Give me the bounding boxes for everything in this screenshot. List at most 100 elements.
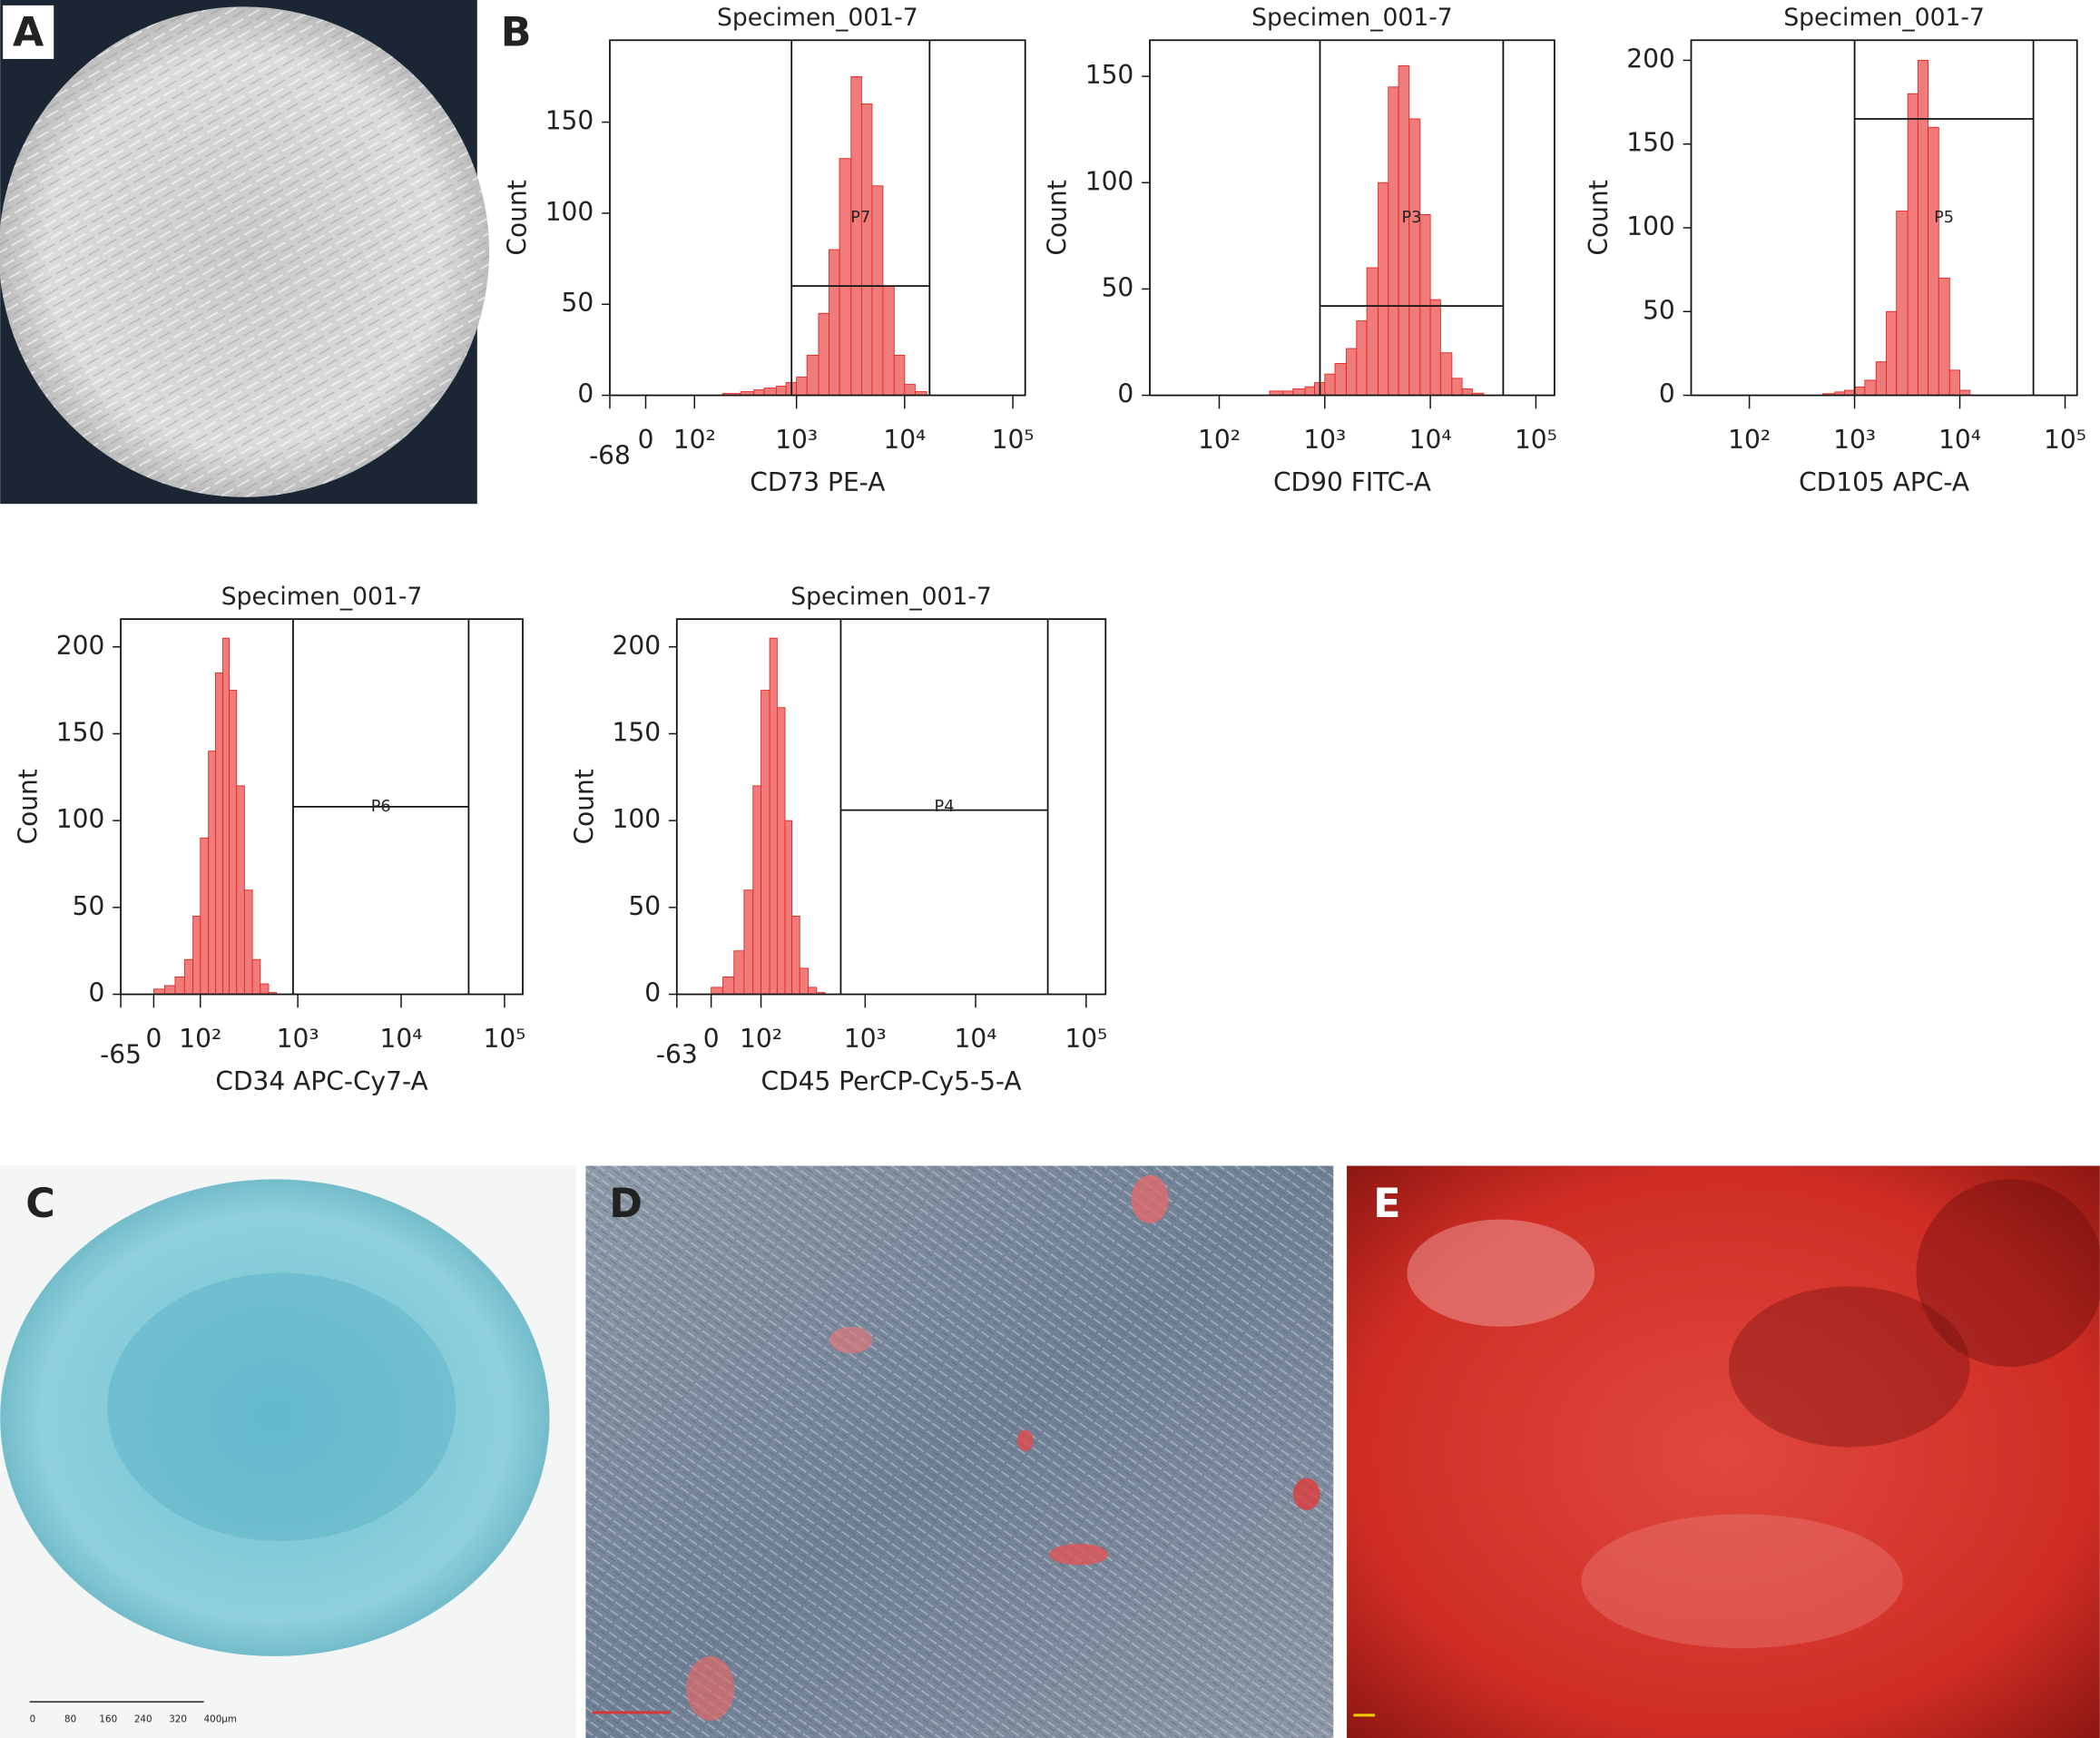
- y-tick-label: 0: [88, 978, 104, 1008]
- y-tick-label: 150: [613, 717, 662, 747]
- histogram-bar: [839, 158, 852, 397]
- chart-title: Specimen_001-7: [221, 583, 423, 611]
- x-tick-label: -68: [589, 440, 631, 470]
- y-tick-label: 150: [1085, 60, 1134, 90]
- scale-bar-label: 240: [134, 1713, 152, 1724]
- y-tick-label: 200: [1626, 44, 1675, 74]
- histogram-bar: [799, 967, 809, 995]
- x-tick-label: 0: [638, 425, 654, 455]
- y-axis-label: Count: [569, 769, 599, 844]
- histogram-bar: [208, 751, 216, 995]
- histogram-bar: [1366, 267, 1379, 397]
- y-tick-label: 200: [613, 631, 662, 661]
- plot-frame: [609, 39, 1026, 397]
- x-tick-label: 10³: [844, 1024, 887, 1054]
- x-tick-label: 10²: [1728, 425, 1771, 455]
- histogram-bar: [1896, 211, 1909, 397]
- histogram-chart: Specimen_001-7 CD73 PE-A Count 0 50 100 150 -68…: [503, 4, 1035, 497]
- histogram-bar: [222, 637, 231, 995]
- y-tick-label: 50: [562, 288, 594, 318]
- x-tick-label: 10²: [673, 425, 716, 455]
- y-axis-label: Count: [503, 180, 533, 255]
- histogram-bar: [882, 285, 895, 397]
- panel-e: E: [1347, 1165, 2100, 1738]
- histogram-bar: [1461, 388, 1473, 397]
- chart-title: Specimen_001-7: [1251, 4, 1453, 32]
- histogram-bar: [829, 249, 840, 397]
- histogram-bar: [164, 985, 176, 995]
- panel-label: B: [501, 9, 532, 55]
- histogram-bar: [808, 987, 818, 995]
- histogram-bar: [763, 388, 777, 397]
- histogram-bar: [215, 673, 223, 995]
- y-tick-label: 50: [1102, 272, 1134, 302]
- y-tick-label: 150: [1626, 128, 1675, 158]
- panel-label: C: [25, 1181, 55, 1227]
- panel-label: E: [1373, 1181, 1400, 1227]
- micrograph-c-core: [107, 1272, 456, 1541]
- lipid-droplet: [1049, 1543, 1109, 1566]
- x-tick-label: 10³: [775, 425, 818, 455]
- y-tick-label: 150: [56, 717, 105, 747]
- plot-frame: [1690, 39, 2078, 397]
- histogram-bar: [722, 976, 735, 995]
- histogram-bar: [1948, 369, 1960, 397]
- histogram-bar: [904, 384, 916, 397]
- histogram-bar: [761, 690, 770, 995]
- histogram-bar: [1864, 379, 1877, 397]
- histogram-bar: [1334, 362, 1347, 397]
- micrograph-a-texture: [0, 6, 490, 497]
- histogram-bar: [806, 354, 819, 397]
- y-tick-label: 0: [644, 978, 661, 1008]
- histogram-bar: [1346, 348, 1358, 397]
- gate-label: P7: [850, 209, 870, 227]
- histogram-bar: [743, 889, 754, 995]
- panel-a: A: [0, 0, 490, 505]
- histogram-bar: [776, 707, 786, 995]
- scale-bar-labels: 0 80 160 240 320 400μm: [30, 1713, 237, 1724]
- histogram-bar: [260, 983, 270, 995]
- histogram-bar: [1854, 386, 1866, 397]
- y-tick-label: 50: [1643, 295, 1675, 325]
- y-tick-label: 100: [613, 804, 662, 834]
- x-tick-label: 10⁵: [1065, 1024, 1107, 1054]
- histogram-bar: [818, 312, 829, 397]
- y-axis-label: Count: [1584, 180, 1614, 255]
- gate-label: P3: [1401, 209, 1421, 227]
- x-axis-label: CD73 PE-A: [750, 467, 885, 497]
- x-tick-label: 10⁵: [1515, 425, 1557, 455]
- histogram-bar: [1429, 299, 1441, 397]
- chart-title: Specimen_001-7: [1783, 4, 1985, 32]
- histogram-bar: [1398, 64, 1410, 397]
- y-tick-label: 0: [1659, 379, 1675, 409]
- x-tick-label: 10³: [277, 1024, 319, 1054]
- gate-label: P5: [1934, 209, 1954, 227]
- histogram-bar: [796, 377, 808, 397]
- histogram-bar: [1439, 352, 1453, 397]
- x-tick-label: 10⁵: [992, 425, 1035, 455]
- histogram-bar: [1388, 86, 1399, 397]
- y-axis-label: Count: [1043, 180, 1073, 255]
- plot-frame: [1149, 39, 1555, 397]
- stain-region: [1728, 1286, 1970, 1448]
- x-tick-label: 10³: [1303, 425, 1346, 455]
- histogram-bar: [1304, 386, 1315, 397]
- scale-bar-label: 80: [64, 1713, 76, 1724]
- histogram-bar: [192, 915, 201, 995]
- y-tick-label: 0: [1117, 379, 1133, 409]
- lipid-droplet: [1016, 1429, 1034, 1452]
- histogram-bar: [784, 820, 792, 995]
- lipid-droplet: [686, 1655, 735, 1721]
- x-tick-label: 10⁴: [883, 425, 926, 455]
- histogram-chart: Specimen_001-7 CD45 PerCP-Cy5-5-A Count 0 50…: [569, 583, 1107, 1096]
- histogram-bar: [1419, 213, 1431, 397]
- scale-bar-label: 160: [99, 1713, 117, 1724]
- stain-region: [1581, 1514, 1903, 1649]
- lipid-droplet: [1292, 1478, 1320, 1510]
- gate-label: P4: [935, 798, 955, 816]
- panel-label: A: [13, 9, 44, 55]
- histogram-bar: [1408, 118, 1421, 397]
- histogram-bar: [860, 103, 873, 397]
- x-tick-label: 10²: [740, 1024, 782, 1054]
